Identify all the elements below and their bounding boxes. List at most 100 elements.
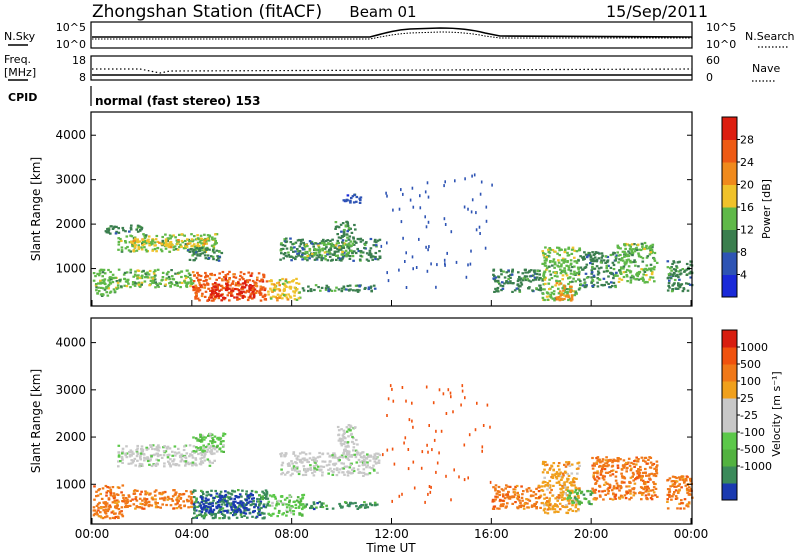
freq-tick-top: 18 bbox=[72, 54, 86, 67]
velocity-cell bbox=[526, 502, 529, 505]
power-cell bbox=[141, 242, 144, 245]
power-cell bbox=[299, 243, 303, 246]
velocity-cell bbox=[150, 455, 153, 458]
velocity-cell bbox=[345, 456, 348, 459]
power-cell bbox=[140, 276, 144, 280]
velocity-cell bbox=[196, 447, 200, 450]
velocity-cell bbox=[120, 506, 124, 509]
power-cell bbox=[143, 243, 146, 246]
power-cell bbox=[556, 275, 559, 278]
power-cell bbox=[188, 240, 191, 243]
velocity-cell bbox=[337, 471, 341, 474]
power-cell bbox=[671, 288, 675, 291]
power-cell bbox=[492, 277, 495, 280]
power-cell bbox=[228, 299, 231, 302]
power-cell bbox=[537, 278, 541, 281]
velocity-cell bbox=[187, 506, 190, 509]
power-cell bbox=[312, 245, 315, 248]
power-cell bbox=[376, 239, 380, 242]
velocity-cell bbox=[640, 476, 643, 479]
power-cell bbox=[311, 255, 314, 258]
velocity-cell bbox=[338, 459, 341, 462]
velocity-cell bbox=[171, 495, 175, 498]
power-cell bbox=[212, 293, 215, 296]
power-cell bbox=[552, 258, 556, 261]
power-cell bbox=[220, 293, 223, 296]
velocity-cell bbox=[340, 444, 344, 447]
power-cell bbox=[548, 251, 552, 254]
velocity-cell bbox=[683, 481, 686, 484]
x-axis-label: Time UT bbox=[365, 541, 416, 554]
power-cell bbox=[629, 270, 633, 273]
velocity-cell bbox=[209, 435, 213, 438]
velocity-patch bbox=[92, 484, 125, 520]
power-speckle bbox=[471, 174, 473, 178]
power-cell bbox=[198, 254, 202, 257]
velocity-cell bbox=[100, 497, 104, 500]
power-cell bbox=[349, 201, 352, 204]
power-cell bbox=[151, 249, 154, 252]
velocity-ytick-label: 3000 bbox=[55, 383, 86, 397]
power-cell bbox=[169, 240, 173, 244]
power-speckle bbox=[409, 198, 412, 202]
velocity-cell bbox=[591, 467, 595, 470]
velocity-cell bbox=[177, 464, 181, 467]
power-cell bbox=[101, 271, 105, 274]
power-cell bbox=[320, 240, 324, 243]
velocity-cell bbox=[627, 485, 631, 488]
power-speckle bbox=[450, 230, 453, 234]
velocity-cell bbox=[213, 452, 216, 455]
velocity-cell bbox=[128, 504, 132, 507]
velocity-cell bbox=[277, 499, 280, 502]
power-cell bbox=[198, 249, 201, 252]
power-cell bbox=[572, 277, 575, 280]
power-cell bbox=[195, 293, 198, 296]
velocity-cell bbox=[572, 481, 576, 484]
power-cell bbox=[500, 289, 503, 292]
velocity-cell bbox=[331, 473, 335, 476]
x-tick-label: 12:00 bbox=[374, 527, 409, 541]
power-cell bbox=[322, 241, 326, 244]
power-cell bbox=[250, 274, 253, 277]
velocity-cell bbox=[305, 458, 309, 461]
power-cell bbox=[137, 283, 141, 286]
velocity-cell bbox=[242, 503, 246, 506]
velocity-cell bbox=[377, 459, 381, 462]
power-cell bbox=[289, 241, 293, 244]
power-cell bbox=[151, 239, 154, 242]
velocity-cell bbox=[313, 459, 317, 462]
power-cell bbox=[629, 279, 633, 282]
velocity-cell bbox=[202, 517, 206, 520]
velocity-cell bbox=[611, 473, 615, 476]
power-cell bbox=[336, 254, 339, 257]
power-cell bbox=[590, 271, 594, 274]
velocity-cell bbox=[200, 440, 204, 443]
velocity-cell bbox=[570, 463, 574, 466]
power-cell bbox=[169, 246, 173, 249]
velocity-cell bbox=[284, 454, 287, 457]
power-cell bbox=[353, 240, 357, 243]
power-cell bbox=[97, 290, 101, 293]
velocity-cell bbox=[603, 475, 606, 478]
power-cell bbox=[340, 290, 344, 293]
velocity-cell bbox=[347, 458, 351, 461]
velocity-cell bbox=[594, 482, 598, 485]
velocity-cell bbox=[363, 501, 366, 504]
velocity-cell bbox=[96, 513, 99, 516]
power-cell bbox=[317, 256, 321, 259]
velocity-cell bbox=[375, 452, 378, 455]
velocity-cell bbox=[532, 491, 536, 494]
velocity-cell bbox=[250, 489, 254, 493]
power-cell bbox=[255, 284, 258, 288]
power-speckle bbox=[424, 215, 426, 219]
power-speckle bbox=[485, 205, 488, 209]
power-cell bbox=[591, 265, 594, 268]
velocity-cell bbox=[124, 504, 128, 507]
velocity-cell bbox=[363, 458, 366, 461]
velocity-cell bbox=[154, 506, 158, 509]
velocity-cell bbox=[648, 473, 651, 476]
power-cell bbox=[519, 285, 522, 288]
power-cell bbox=[353, 193, 356, 196]
power-cell bbox=[569, 289, 573, 292]
velocity-cell bbox=[619, 494, 623, 497]
